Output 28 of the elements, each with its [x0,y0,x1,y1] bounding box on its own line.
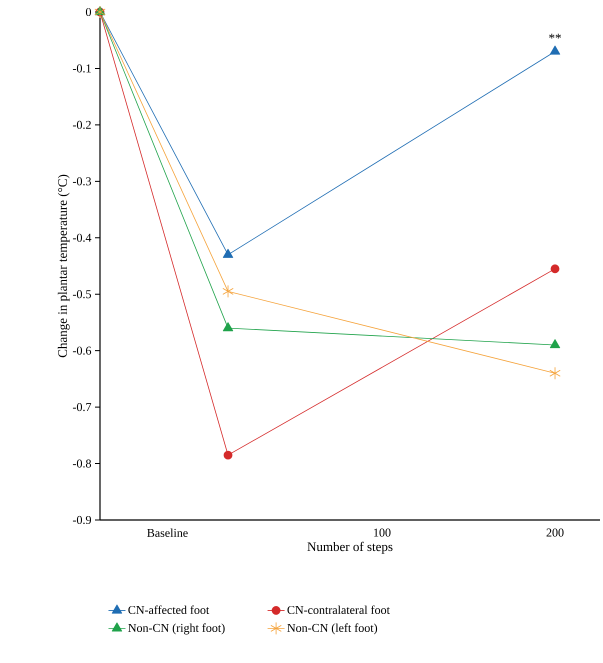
point [550,339,560,348]
legend-label: Non-CN (left foot) [287,623,378,634]
y-tick-label: -0.1 [72,64,91,73]
point [550,46,560,55]
x-tick-label: Baseline [147,528,188,537]
x-tick-label: 100 [374,528,391,537]
y-tick-label: -0.6 [72,346,92,355]
y-tick-label: -0.7 [72,403,92,412]
y-tick-label: -0.3 [72,177,92,186]
point [550,264,560,274]
legend-label: Non-CN (right foot) [128,623,225,634]
y-tick-label: 0 [86,8,92,16]
point [549,366,561,380]
point [222,285,234,298]
x-tick-label: 200 [546,528,564,537]
y-axis-title: Change in plantar temperature (°C) [58,174,70,358]
legend-label: CN-affected foot [128,605,210,614]
annotation: ** [549,34,561,39]
legend-label: CN-contralateral foot [287,605,390,614]
y-tick-label: -0.2 [72,120,91,129]
y-tick-label: -0.4 [72,234,92,242]
y-tick-label: -0.9 [72,516,91,524]
point [222,248,234,258]
x-axis-title: Number of steps [307,542,393,554]
y-tick-label: -0.8 [72,459,92,468]
y-tick-label: -0.5 [72,290,92,298]
point [224,450,232,460]
point [222,322,234,332]
